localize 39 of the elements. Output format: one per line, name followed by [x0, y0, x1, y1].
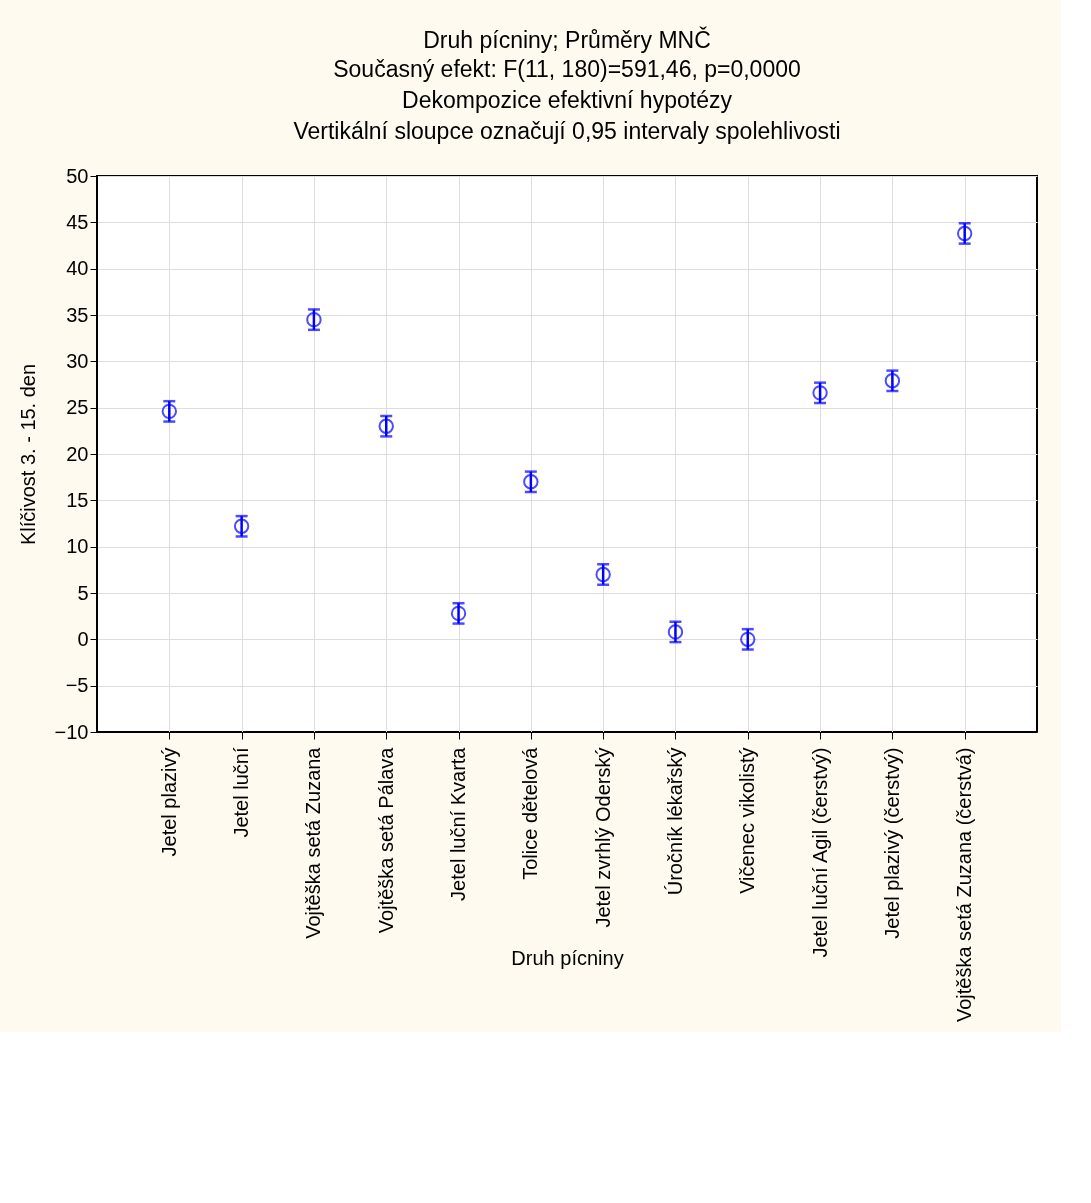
y-tick-label: 35 — [66, 303, 89, 326]
y-tick-label: 25 — [66, 396, 89, 419]
chart-subtitle: Současný efekt: F(11, 180)=591,46, p=0,0000 Dekompozice efektivní hypotézy Vertikální sloupce označují 0,95 intervaly spolehlivosti — [293, 56, 841, 144]
y-tick-label: 30 — [66, 349, 89, 372]
y-axis-title: Klíčivost 3. - 15. den — [16, 363, 39, 546]
x-tick-label: Jetel zvrhlý Oderský — [591, 747, 614, 928]
x-tick-label: Jetel luční Kvarta — [447, 746, 470, 901]
y-tick-label: 20 — [66, 442, 89, 465]
y-tick-label: 0 — [77, 627, 89, 650]
point — [161, 403, 178, 420]
x-tick-label: Jetel luční Agil (čerstvý) — [808, 747, 831, 958]
x-tick-label: Vojtěška setá Pálava — [374, 746, 397, 934]
y-tick-label: −5 — [65, 674, 89, 697]
x-tick-label: Tolice dětelová — [519, 746, 542, 880]
chart-title: Druh pícniny; Průměry MNČ — [423, 26, 711, 53]
x-tick-label: Jetel luční — [230, 747, 253, 838]
y-tick-label: 5 — [77, 581, 89, 604]
point — [378, 418, 394, 434]
x-tick-label: Vičenec vikolistý — [736, 747, 759, 894]
point — [884, 373, 901, 389]
y-tick-label: 10 — [66, 535, 89, 558]
point — [523, 474, 539, 490]
point — [306, 311, 322, 328]
x-tick-label: Vojtěška setá Zuzana (čerstvá) — [953, 747, 976, 1023]
point — [233, 518, 250, 534]
y-tick-label: −10 — [54, 720, 89, 743]
point — [667, 624, 684, 640]
point — [450, 605, 467, 622]
y-tick-label: 15 — [66, 488, 89, 511]
point — [740, 631, 756, 648]
x-tick-label: Úročník lékařský — [663, 747, 686, 896]
x-tick-label: Jetel plazivý — [157, 747, 180, 857]
x-tick-label: Jetel plazivý (čerstvý) — [880, 747, 903, 939]
y-tick-label: 40 — [66, 257, 89, 280]
x-axis-title: Druh pícniny — [511, 946, 624, 969]
point — [812, 385, 828, 401]
x-tick-label: Vojtěška setá Zuzana — [302, 746, 325, 939]
y-tick-label: 50 — [66, 164, 89, 187]
y-tick-label: 45 — [66, 210, 89, 233]
